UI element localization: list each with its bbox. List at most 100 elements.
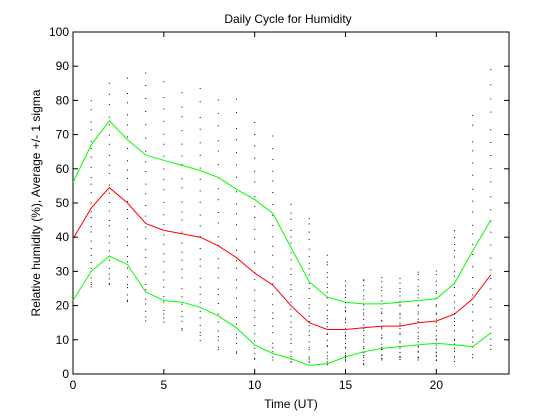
- scatter-point: [236, 224, 237, 226]
- scatter-point: [108, 104, 110, 106]
- scatter-point: [417, 351, 419, 353]
- scatter-point: [435, 359, 437, 361]
- scatter-point: [399, 291, 401, 293]
- scatter-point: [236, 98, 237, 100]
- scatter-point: [345, 338, 346, 340]
- scatter-point: [127, 177, 128, 179]
- scatter-point: [72, 203, 74, 205]
- scatter-point: [254, 279, 256, 281]
- scatter-point: [381, 348, 383, 350]
- scatter-point: [181, 328, 183, 329]
- scatter-point: [254, 181, 256, 183]
- scatter-point: [490, 306, 492, 308]
- scatter-point: [254, 310, 256, 312]
- scatter-point: [381, 337, 383, 339]
- scatter-point: [345, 335, 346, 337]
- scatter-point: [435, 354, 437, 356]
- scatter-point: [326, 264, 328, 266]
- scatter-point: [326, 304, 328, 306]
- scatter-point: [181, 329, 183, 331]
- scatter-point: [108, 220, 110, 221]
- scatter-point: [417, 327, 419, 329]
- scatter-point: [363, 348, 365, 349]
- scatter-point: [490, 129, 492, 131]
- scatter-point: [417, 285, 419, 287]
- scatter-point: [272, 148, 274, 150]
- scatter-point: [435, 351, 437, 353]
- scatter-point: [217, 164, 219, 166]
- scatter-point: [163, 321, 165, 323]
- scatter-point: [199, 277, 201, 279]
- scatter-point: [254, 217, 256, 218]
- scatter-point: [272, 347, 274, 349]
- scatter-point: [490, 111, 492, 113]
- scatter-point: [236, 260, 237, 262]
- scatter-point: [217, 99, 219, 101]
- scatter-point: [290, 315, 292, 317]
- scatter-point: [381, 313, 383, 314]
- scatter-point: [272, 356, 274, 358]
- scatter-point: [490, 84, 492, 86]
- scatter-point: [163, 261, 165, 263]
- scatter-point: [127, 255, 128, 257]
- scatter-point: [199, 201, 201, 203]
- scatter-point: [308, 307, 310, 309]
- scatter-point: [454, 256, 455, 258]
- scatter-point: [472, 341, 474, 343]
- scatter-point: [454, 350, 455, 352]
- scatter-point: [308, 298, 310, 299]
- scatter-point: [399, 332, 401, 334]
- scatter-point: [145, 238, 147, 240]
- scatter-point: [163, 143, 165, 145]
- scatter-point: [454, 348, 455, 350]
- scatter-point: [236, 337, 237, 339]
- scatter-point: [454, 244, 455, 245]
- scatter-point: [399, 314, 401, 316]
- scatter-point: [217, 346, 219, 348]
- scatter-point: [308, 217, 310, 219]
- scatter-point: [472, 200, 474, 202]
- scatter-point: [472, 311, 474, 313]
- scatter-point: [399, 324, 401, 326]
- scatter-point: [272, 135, 274, 137]
- scatter-point: [454, 361, 455, 362]
- scatter-point: [236, 267, 237, 269]
- scatter-point: [72, 195, 74, 197]
- tick-layer: 0 5 10 15 20 0 10 20 30 40 50 60 70 80 90 100: [49, 25, 509, 392]
- scatter-point: [472, 233, 474, 235]
- scatter-point: [72, 245, 74, 247]
- scatter-point: [181, 231, 183, 233]
- scatter-point: [345, 311, 346, 313]
- scatter-point: [163, 253, 165, 255]
- scatter-point: [435, 344, 437, 346]
- scatter-point: [272, 351, 274, 353]
- scatter-point: [345, 352, 346, 354]
- scatter-point: [108, 278, 110, 280]
- plot-area: [72, 31, 510, 375]
- scatter-point: [145, 85, 147, 86]
- scatter-point: [90, 121, 92, 123]
- scatter-point: [345, 317, 346, 319]
- scatter-point: [326, 339, 328, 341]
- y-tick-label: 20: [56, 299, 70, 313]
- scatter-point: [236, 317, 237, 318]
- scatter-point: [72, 264, 74, 266]
- scatter-point: [272, 318, 274, 320]
- scatter-point: [217, 321, 219, 323]
- scatter-point: [254, 170, 256, 172]
- scatter-point: [217, 140, 219, 142]
- scatter-point: [217, 349, 219, 351]
- y-axis-label: Relative humidity (%), Average +/- 1 sig…: [29, 89, 43, 316]
- scatter-point: [181, 143, 183, 145]
- scatter-point: [435, 338, 437, 340]
- scatter-point: [72, 228, 74, 230]
- scatter-point: [472, 287, 474, 289]
- x-tick-label: 15: [339, 378, 353, 392]
- scatter-point: [254, 238, 256, 240]
- scatter-point: [308, 356, 310, 358]
- scatter-point: [363, 304, 365, 306]
- scatter-point: [490, 155, 492, 156]
- scatter-point: [308, 239, 310, 241]
- scatter-point: [417, 318, 419, 320]
- scatter-point: [290, 252, 292, 254]
